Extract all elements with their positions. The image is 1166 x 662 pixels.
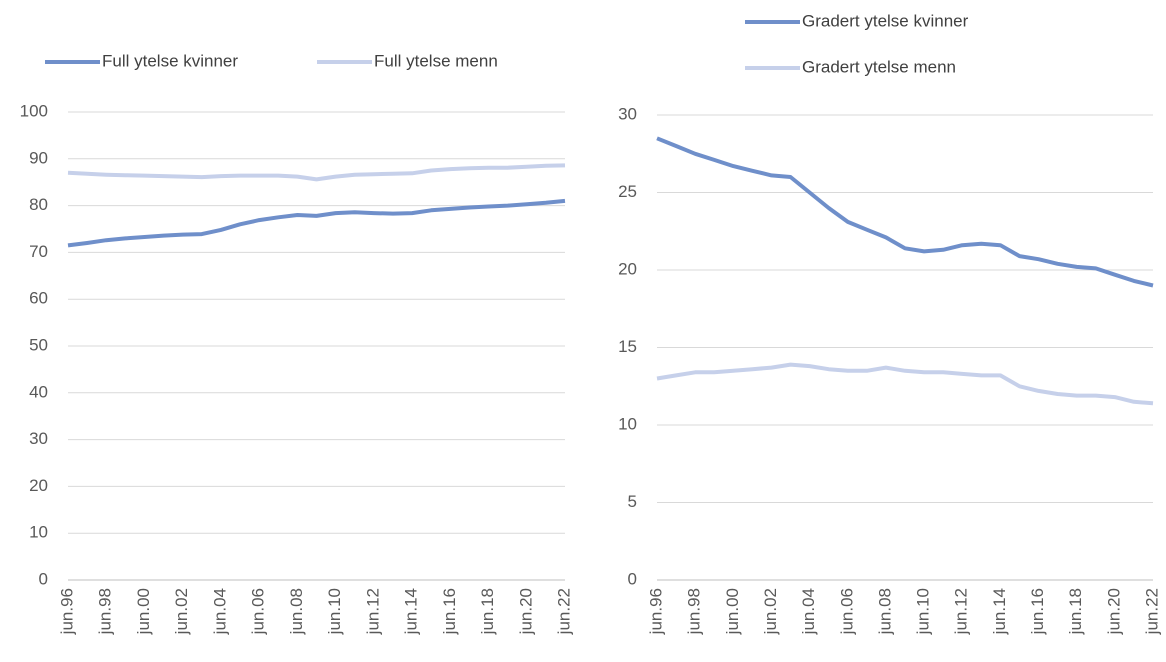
line-series <box>67 198 566 248</box>
y-tick-label: 100 <box>20 101 48 120</box>
y-tick-label: 40 <box>29 382 48 401</box>
y-tick-label: 10 <box>29 523 48 542</box>
x-tick-label: jun.16 <box>1028 588 1047 635</box>
y-tick-label: 5 <box>628 492 637 511</box>
x-tick-label: jun.12 <box>363 588 382 635</box>
y-tick-label: 90 <box>29 148 48 167</box>
x-tick-label: jun.08 <box>875 588 894 635</box>
x-tick-label: jun.18 <box>478 588 497 635</box>
y-tick-label: 60 <box>29 289 48 308</box>
y-tick-label: 25 <box>618 182 637 201</box>
x-tick-label: jun.20 <box>1104 588 1123 635</box>
x-tick-label: jun.16 <box>440 588 459 635</box>
line-series <box>656 362 1154 406</box>
x-tick-label: jun.22 <box>554 588 573 635</box>
y-tick-label: 15 <box>618 337 637 356</box>
y-tick-label: 20 <box>618 259 637 278</box>
x-tick-label: jun.12 <box>952 588 971 635</box>
x-tick-label: jun.04 <box>210 588 229 635</box>
y-tick-label: 30 <box>618 104 637 123</box>
line-series <box>656 136 1154 288</box>
x-tick-label: jun.00 <box>723 588 742 635</box>
legend-label: Gradert ytelse kvinner <box>802 11 969 30</box>
x-tick-label: jun.96 <box>57 588 76 635</box>
x-tick-label: jun.96 <box>646 588 665 635</box>
x-tick-label: jun.10 <box>325 588 344 635</box>
x-tick-label: jun.04 <box>799 588 818 635</box>
y-tick-label: 80 <box>29 195 48 214</box>
legend-label: Gradert ytelse menn <box>802 57 956 76</box>
y-tick-label: 0 <box>39 569 48 588</box>
x-tick-label: jun.02 <box>761 588 780 635</box>
x-tick-label: jun.20 <box>516 588 535 635</box>
x-tick-label: jun.08 <box>287 588 306 635</box>
y-tick-label: 0 <box>628 569 637 588</box>
x-tick-label: jun.00 <box>134 588 153 635</box>
x-tick-label: jun.06 <box>249 588 268 635</box>
x-tick-label: jun.98 <box>685 588 704 635</box>
y-tick-label: 50 <box>29 335 48 354</box>
y-tick-label: 20 <box>29 476 48 495</box>
x-tick-label: jun.98 <box>96 588 115 635</box>
x-tick-label: jun.22 <box>1142 588 1161 635</box>
x-tick-label: jun.18 <box>1066 588 1085 635</box>
legend-label: Full ytelse kvinner <box>102 51 238 70</box>
x-tick-label: jun.06 <box>837 588 856 635</box>
line-series <box>67 163 566 182</box>
x-tick-label: jun.14 <box>402 588 421 635</box>
y-tick-label: 70 <box>29 242 48 261</box>
x-tick-label: jun.10 <box>914 588 933 635</box>
x-tick-label: jun.14 <box>990 588 1009 635</box>
y-tick-label: 10 <box>618 414 637 433</box>
legend-label: Full ytelse menn <box>374 51 498 70</box>
y-tick-label: 30 <box>29 429 48 448</box>
x-tick-label: jun.02 <box>172 588 191 635</box>
